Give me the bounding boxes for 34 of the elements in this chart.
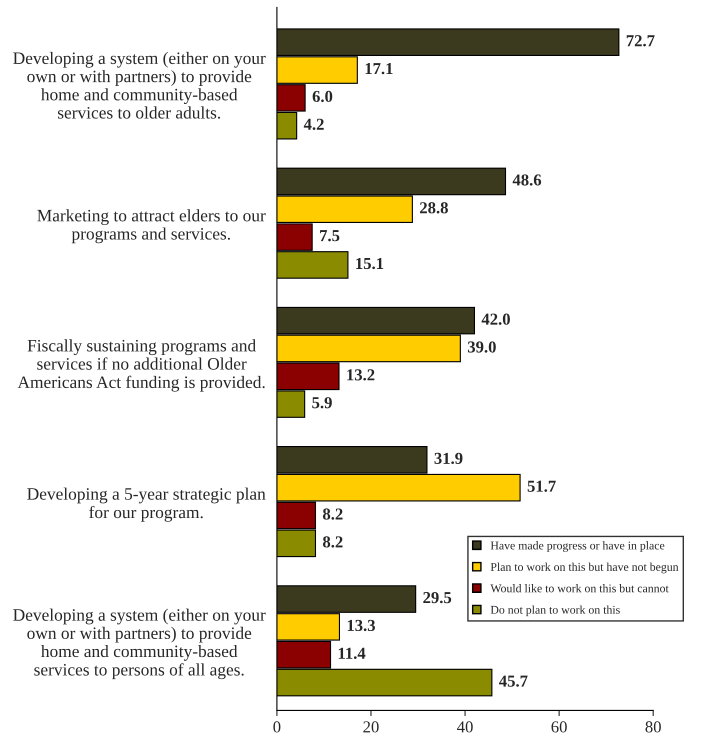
- legend-label: Have made progress or have in place: [490, 541, 664, 552]
- data-label: 13.2: [347, 369, 374, 381]
- x-tick-label: 80: [646, 721, 661, 733]
- y-tick-label: Developing a system (either on your own or with partners) to provide home and community-based services to older adults.: [13, 52, 266, 119]
- x-tick-label: 20: [363, 721, 379, 733]
- data-label: 6.0: [312, 90, 332, 102]
- legend-label: Do not plan to work on this: [490, 605, 620, 616]
- data-label: 28.8: [420, 202, 448, 214]
- y-tick-label: Marketing to attract elders to our programs and services.: [37, 209, 266, 244]
- data-label: 42.0: [482, 314, 510, 325]
- data-label: 4.2: [304, 118, 324, 130]
- data-label: 29.5: [423, 592, 452, 604]
- legend-label: Plan to work on this but have not begun: [490, 562, 678, 574]
- data-label: 39.0: [468, 341, 496, 353]
- data-label: 8.2: [322, 508, 343, 520]
- y-tick-label: Fiscally sustaining programs and services if no additional Older Americans Act funding is provided.: [18, 339, 265, 392]
- x-tick-label: 40: [457, 721, 473, 733]
- data-label: 31.9: [434, 452, 462, 464]
- data-label: 17.1: [366, 63, 393, 74]
- x-tick-label: 0: [273, 721, 280, 733]
- data-label: 8.2: [322, 536, 343, 548]
- data-label: 5.9: [312, 397, 332, 408]
- x-tick-label: 60: [552, 721, 567, 733]
- legend-label: Would like to work on this but cannot: [490, 584, 669, 592]
- data-label: 13.3: [348, 620, 375, 632]
- y-tick-label: Developing a system (either on your own or with partners) to provide home and community-based services to persons of all ages.: [13, 608, 266, 680]
- data-label: 48.6: [512, 174, 542, 186]
- data-label: 15.1: [356, 258, 384, 270]
- data-label: 7.5: [320, 230, 340, 242]
- data-label: 11.4: [338, 648, 366, 659]
- data-label: 51.7: [528, 480, 556, 492]
- y-tick-label: Developing a 5-year strategic plan for our program.: [27, 488, 266, 522]
- data-label: 45.7: [499, 676, 528, 687]
- data-label: 72.7: [626, 35, 655, 46]
